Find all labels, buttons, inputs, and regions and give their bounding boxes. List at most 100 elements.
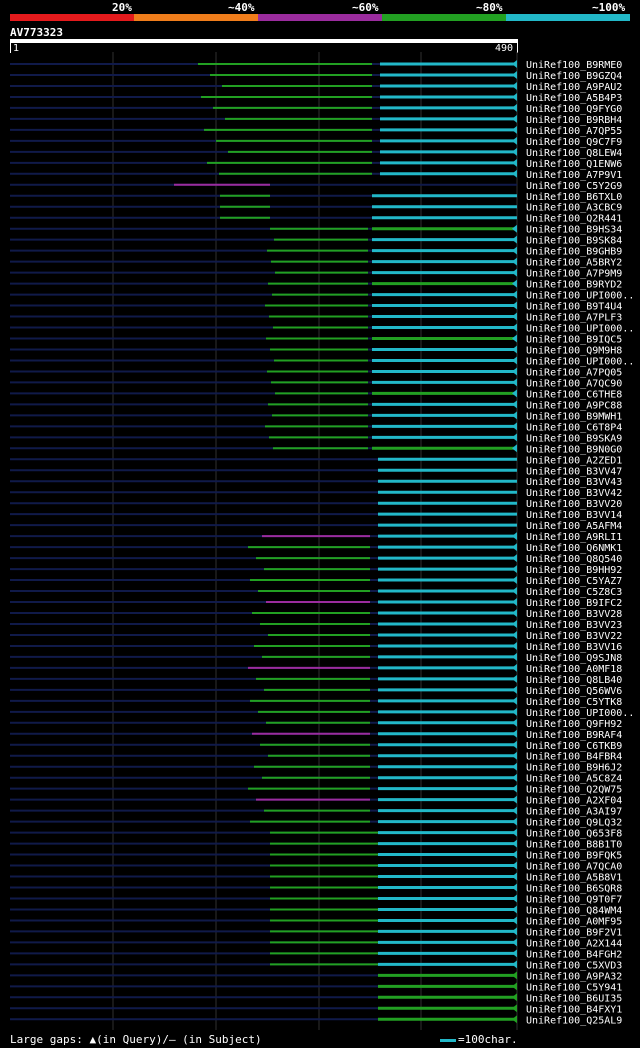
hit-arrow: [512, 433, 517, 442]
hit-arrow: [512, 312, 517, 321]
hit-name: UniRef100_B9N0G0: [526, 444, 622, 455]
hit-arrow: [512, 389, 517, 398]
scale-label: =100char.: [458, 1033, 518, 1046]
hit-arrow: [512, 938, 517, 947]
legend-seg-20: [10, 14, 134, 21]
hit-arrow: [512, 356, 517, 365]
hit-name: UniRef100_Q9FYG0: [526, 104, 622, 115]
hit-name: UniRef100_Q9C7F9: [526, 137, 622, 148]
hit-name: UniRef100_B9MWH1: [526, 411, 622, 422]
hit-arrow: [512, 60, 517, 68]
hit-arrow: [512, 619, 517, 628]
hit-name: UniRef100_C5XVD3: [526, 960, 622, 971]
hit-name: UniRef100_A7QCA0: [526, 862, 622, 873]
hit-arrow: [512, 894, 517, 903]
hit-name: UniRef100_A2XF04: [526, 796, 622, 807]
hit-name: UniRef100_B3VV43: [526, 477, 622, 488]
hit-arrow: [512, 674, 517, 683]
hit-arrow: [512, 1004, 517, 1013]
hit-name: UniRef100_A3CBC9: [526, 203, 622, 214]
hit-name: UniRef100_UPI000..: [526, 708, 634, 719]
hit-arrow: [512, 740, 517, 749]
hit-name: UniRef100_B9H6J2: [526, 763, 622, 774]
hit-name: UniRef100_Q9SJN8: [526, 653, 622, 664]
hit-name: UniRef100_B9SKA9: [526, 433, 622, 444]
hit-name: UniRef100_B6UI35: [526, 993, 622, 1004]
hit-name: UniRef100_A0MF95: [526, 916, 622, 927]
hit-arrow: [512, 883, 517, 892]
hit-arrow: [512, 103, 517, 112]
hit-name: UniRef100_A2ZED1: [526, 455, 622, 466]
hit-name: UniRef100_A7QP55: [526, 126, 622, 137]
hit-name: UniRef100_C5YAZ7: [526, 576, 622, 587]
hit-name: UniRef100_Q653F8: [526, 829, 622, 840]
hit-name: UniRef100_B6SQR8: [526, 884, 622, 895]
hit-arrow: [512, 114, 517, 123]
legend-seg-80: [382, 14, 506, 21]
scale-legend: =100char.: [440, 1033, 518, 1046]
hit-name: UniRef100_Q25AL9: [526, 1015, 622, 1026]
hit-arrow: [512, 598, 517, 607]
hit-arrow: [512, 70, 517, 79]
hit-arrow: [512, 861, 517, 870]
hit-name: UniRef100_UPI000..: [526, 356, 634, 367]
hit-name: UniRef100_A7PQ05: [526, 367, 622, 378]
hit-name: UniRef100_C5YTK8: [526, 697, 622, 708]
legend-label-20: 20%: [112, 1, 132, 14]
hit-name: UniRef100_B9FQK5: [526, 851, 622, 862]
hit-name: UniRef100_B3VV22: [526, 631, 622, 642]
hit-name: UniRef100_B3VV42: [526, 488, 622, 499]
hit-name: UniRef100_B9RYD2: [526, 280, 622, 291]
hit-name: UniRef100_Q8LEW4: [526, 148, 622, 159]
hit-arrow: [512, 850, 517, 859]
hit-name: UniRef100_Q9M9H8: [526, 345, 622, 356]
query-start-tick: [10, 43, 11, 53]
hit-name: UniRef100_Q6NMK1: [526, 543, 622, 554]
hit-name: UniRef100_B4FGH2: [526, 949, 622, 960]
hit-name: UniRef100_B9RAF4: [526, 730, 622, 741]
hit-name: UniRef100_Q1ENW6: [526, 159, 622, 170]
hit-name: UniRef100_Q9FH92: [526, 719, 622, 730]
hit-arrow: [512, 125, 517, 134]
legend-label-100: ~100%: [592, 1, 626, 14]
hit-arrow: [512, 696, 517, 705]
hit-name: UniRef100_C6TKB9: [526, 741, 622, 752]
hit-arrow: [512, 323, 517, 332]
hit-arrow: [512, 828, 517, 837]
hit-name: UniRef100_B9HS34: [526, 225, 622, 236]
hit-arrow: [512, 543, 517, 552]
hit-arrow: [512, 290, 517, 299]
hit-name: UniRef100_Q9LQ32: [526, 818, 622, 829]
hit-name: UniRef100_A7P9V1: [526, 170, 622, 181]
scale-line-icon: [440, 1038, 456, 1042]
hit-arrow: [512, 444, 517, 453]
hit-name: UniRef100_B3VV16: [526, 642, 622, 653]
hit-arrow: [512, 158, 517, 167]
hit-arrow: [512, 762, 517, 771]
hit-arrow: [512, 652, 517, 661]
hit-arrow: [512, 685, 517, 694]
hit-arrow: [512, 334, 517, 343]
hit-arrow: [512, 554, 517, 563]
hit-name: UniRef100_A9PA32: [526, 971, 622, 982]
hit-arrow: [512, 301, 517, 310]
hit-arrow: [512, 993, 517, 1002]
query-bar: [10, 39, 518, 43]
legend-label-40: ~40%: [228, 1, 255, 14]
hit-name: UniRef100_C5Z8C3: [526, 587, 622, 598]
hit-arrow: [512, 872, 517, 881]
hit-arrow: [512, 268, 517, 277]
hit-name: UniRef100_C6T8P4: [526, 422, 622, 433]
hit-name: UniRef100_Q84WM4: [526, 905, 622, 916]
hit-arrow: [512, 136, 517, 145]
hit-name: UniRef100_A7P9M9: [526, 269, 622, 280]
hit-name: UniRef100_B3VV14: [526, 510, 622, 521]
legend-color-bar: [10, 14, 630, 21]
legend-seg-60: [258, 14, 382, 21]
hit-arrow: [512, 806, 517, 815]
hit-arrow: [512, 905, 517, 914]
hit-name: UniRef100_Q2R441: [526, 214, 622, 225]
hit-arrow: [512, 1015, 517, 1024]
hit-arrow: [512, 565, 517, 574]
